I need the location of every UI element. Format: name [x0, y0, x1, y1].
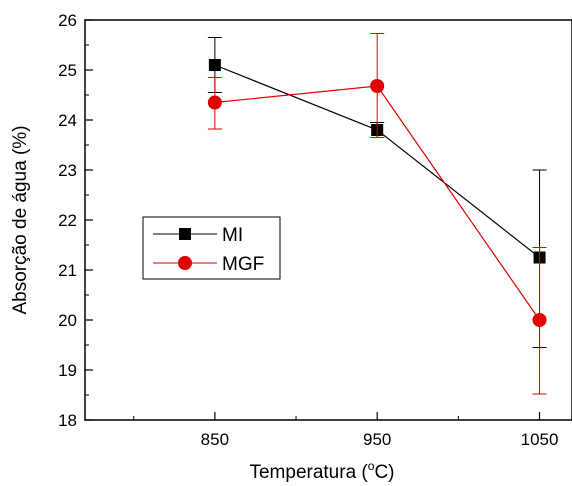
y-tick-label: 21	[58, 261, 77, 280]
x-axis-title-superscript: o	[368, 459, 375, 473]
x-tick-label: 850	[201, 430, 229, 449]
y-tick-label: 25	[58, 61, 77, 80]
y-tick-label: 18	[58, 411, 77, 430]
series-mgf	[207, 33, 547, 395]
x-axis-title-main: Temperatura (	[249, 462, 368, 483]
legend-marker-mi	[179, 228, 191, 240]
data-point	[370, 79, 385, 93]
y-tick-label: 19	[58, 361, 77, 380]
y-tick-label: 20	[58, 311, 77, 330]
y-tick-labels: 18 19 20 21 22 23 24 25 26	[58, 11, 77, 430]
legend-label-mgf: MGF	[222, 254, 264, 275]
y-tick-label: 22	[58, 211, 77, 230]
y-tick-label: 24	[58, 111, 77, 130]
series-layer	[207, 33, 547, 395]
legend-marker-mgf	[178, 256, 192, 270]
axis-ticks	[85, 19, 541, 421]
y-tick-label: 26	[58, 11, 77, 30]
y-axis-title: Absorção de água (%)	[10, 125, 31, 314]
data-point	[208, 59, 221, 71]
legend: MI MGF	[142, 216, 281, 280]
legend-label-mi: MI	[222, 225, 243, 246]
x-tick-labels: 850 950 1050	[201, 430, 559, 449]
legend-box	[142, 216, 281, 280]
y-tick-label: 23	[58, 161, 77, 180]
x-axis-title-suffix: C)	[374, 462, 394, 483]
x-tick-label: 1050	[521, 430, 559, 449]
x-axis-title: Temperatura (oC)	[249, 459, 394, 483]
x-tick-label: 950	[363, 430, 391, 449]
data-point	[207, 95, 222, 110]
data-point	[532, 313, 547, 327]
